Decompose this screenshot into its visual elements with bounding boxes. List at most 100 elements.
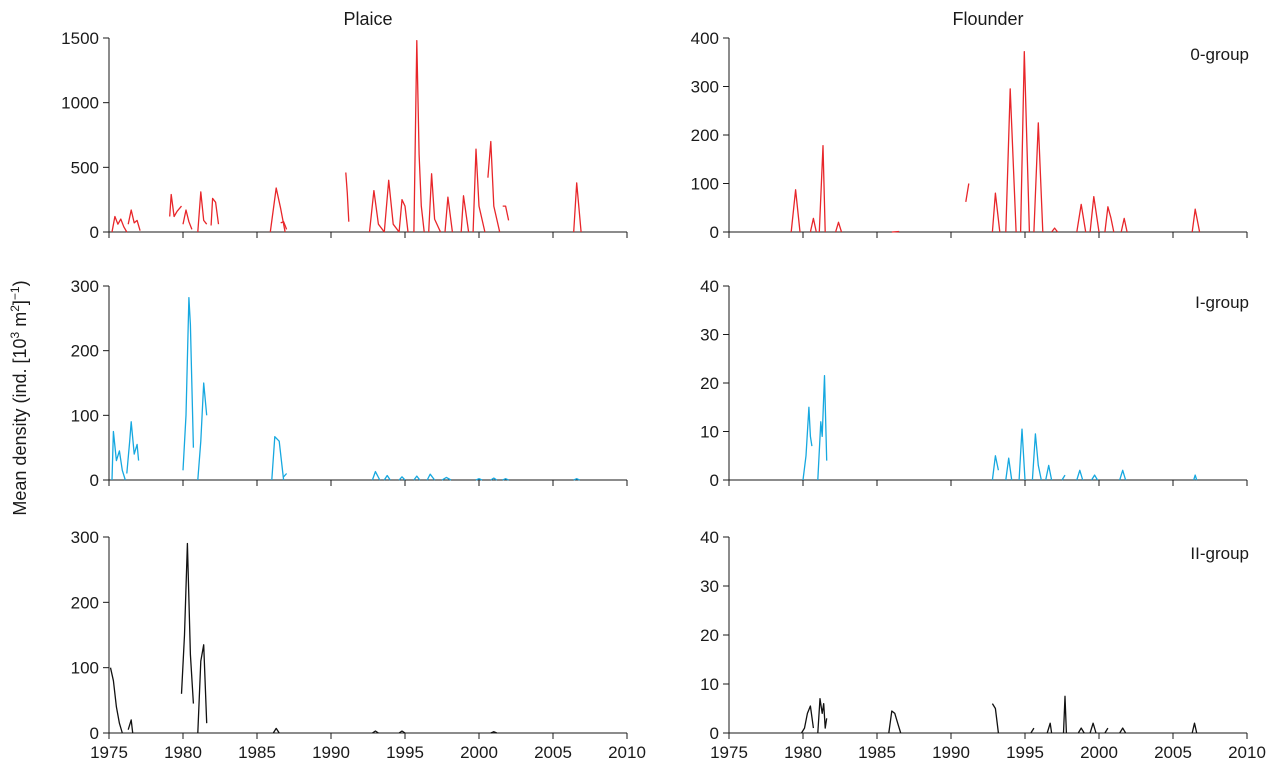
data-line: [398, 476, 406, 481]
data-line: [111, 430, 126, 481]
data-line: [383, 474, 391, 481]
data-line: [1191, 722, 1198, 734]
x-tick-label: 2000: [1080, 743, 1118, 762]
data-line: [1076, 203, 1087, 233]
data-line: [490, 731, 498, 734]
data-line: [444, 196, 454, 233]
data-line: [1005, 457, 1013, 481]
data-line: [1104, 727, 1109, 734]
data-line: [1005, 88, 1017, 233]
data-line: [1089, 195, 1100, 233]
data-line: [398, 730, 406, 734]
panel-1-2: 0 100 200 300 400 Flounder 0-group: [691, 9, 1249, 242]
x-tick-label: 1990: [312, 743, 350, 762]
data-line: [1046, 722, 1053, 734]
data-line: [818, 145, 826, 233]
y-tick-label: 0: [710, 724, 719, 743]
x-tick-label: 1975: [710, 743, 748, 762]
y-tick-label: 400: [691, 29, 719, 48]
data-line: [441, 476, 452, 481]
data-line: [487, 140, 501, 233]
data-line: [413, 39, 425, 233]
data-line: [398, 199, 409, 233]
x-tick-label: 2005: [1154, 743, 1192, 762]
y-tick-label: 300: [71, 277, 99, 296]
data-line: [573, 478, 580, 481]
data-line: [428, 173, 442, 233]
data-line: [271, 436, 285, 481]
data-line: [210, 197, 220, 226]
data-line: [891, 230, 900, 233]
data-line: [182, 209, 193, 230]
panel-label: II-group: [1190, 544, 1249, 563]
data-line: [472, 148, 486, 233]
data-line: [197, 382, 208, 481]
panel-3-1: 0 100 200 300 1975 1980 1985 1990 1995 2000 2005 20…: [71, 528, 646, 762]
data-line: [573, 182, 582, 233]
data-line: [802, 406, 813, 481]
x-tick-label: 1980: [164, 743, 202, 762]
data-line: [1119, 469, 1127, 481]
y-tick-label: 10: [700, 423, 719, 442]
column-title: Plaice: [343, 9, 392, 29]
data-line: [109, 667, 123, 734]
panel-label: I-group: [1195, 293, 1249, 312]
data-line: [817, 375, 828, 481]
y-tick-label: 200: [71, 342, 99, 361]
data-line: [111, 215, 128, 233]
column-title: Flounder: [952, 9, 1023, 29]
data-line: [1091, 474, 1099, 481]
data-line: [368, 189, 385, 233]
data-line: [280, 221, 288, 230]
data-line: [1193, 474, 1198, 481]
y-tick-label: 30: [700, 326, 719, 345]
data-line: [991, 192, 1001, 233]
y-tick-label: 0: [710, 223, 719, 242]
data-line: [426, 473, 436, 481]
data-line: [1120, 217, 1128, 233]
data-line: [1076, 469, 1084, 481]
x-tick-label: 2005: [534, 743, 572, 762]
data-line: [1019, 50, 1031, 233]
data-line: [800, 705, 815, 734]
y-tick-label: 300: [71, 528, 99, 547]
data-line: [991, 703, 1000, 734]
data-line: [127, 209, 141, 231]
y-tick-label: 20: [700, 626, 719, 645]
data-line: [1191, 208, 1201, 233]
data-line: [1104, 206, 1115, 233]
x-tick-label: 1990: [932, 743, 970, 762]
y-tick-label: 300: [691, 78, 719, 97]
data-line: [1077, 727, 1085, 734]
data-line: [197, 644, 208, 734]
panel-2-2: 0 10 20 30 40 I-group: [700, 277, 1249, 490]
y-tick-label: 30: [700, 577, 719, 596]
data-line: [1062, 695, 1068, 734]
panel-label: 0-group: [1190, 45, 1249, 64]
x-tick-label: 2010: [1228, 743, 1266, 762]
data-line: [169, 193, 182, 218]
y-tick-label: 100: [691, 175, 719, 194]
y-tick-label: 0: [710, 471, 719, 490]
y-tick-label: 100: [71, 406, 99, 425]
data-line: [502, 205, 510, 221]
data-line: [790, 189, 801, 233]
y-tick-label: 20: [700, 374, 719, 393]
data-line: [127, 719, 134, 734]
data-line: [809, 217, 817, 233]
data-line: [1051, 227, 1059, 233]
data-line: [197, 191, 208, 233]
data-line: [345, 172, 350, 222]
x-tick-label: 1980: [784, 743, 822, 762]
data-line: [372, 730, 379, 734]
data-line: [283, 473, 288, 478]
data-line: [126, 421, 140, 474]
x-tick-label: 1995: [1006, 743, 1044, 762]
y-axis-label: Mean density (ind. [103 m2]−1): [8, 280, 30, 515]
data-line: [475, 478, 483, 481]
data-line: [991, 455, 1000, 481]
data-line: [834, 221, 843, 233]
data-line: [1030, 727, 1035, 734]
panel-2-1: 0 100 200 300: [71, 277, 628, 490]
